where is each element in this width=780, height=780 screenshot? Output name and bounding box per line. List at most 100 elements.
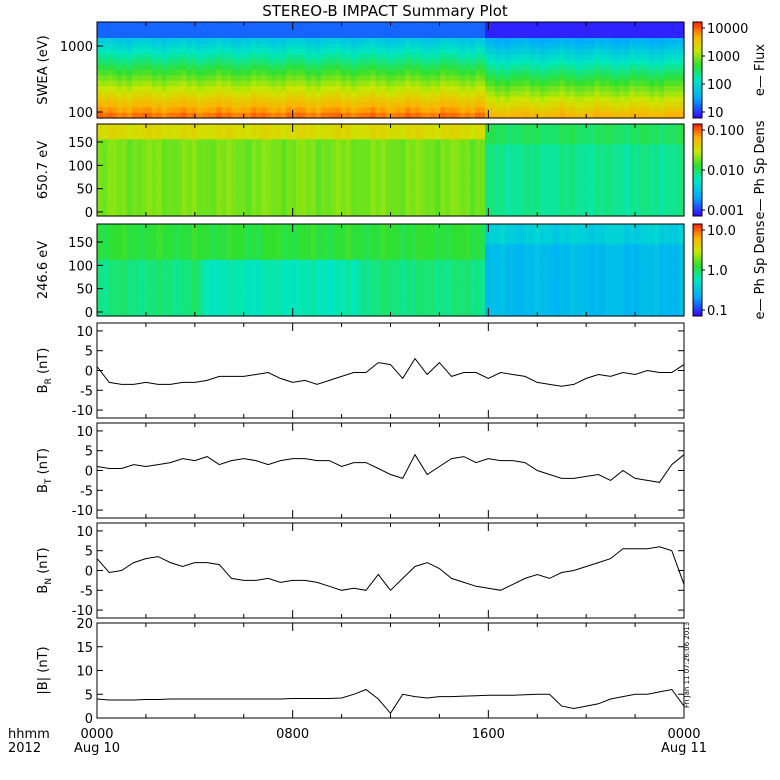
heatmap-cell: [136, 86, 143, 92]
heatmap-cell: [465, 210, 471, 217]
heatmap-cell: [141, 48, 148, 55]
heatmap-cell: [415, 200, 421, 207]
y-axis-label: 650.7 eV: [36, 141, 51, 199]
heatmap-cell: [241, 229, 247, 235]
heatmap-cell: [659, 124, 665, 130]
heatmap-cell: [390, 54, 397, 60]
heatmap-cell: [161, 249, 168, 256]
heatmap-cell: [241, 75, 247, 82]
heatmap-cell: [216, 280, 222, 286]
heatmap-cell: [266, 144, 272, 151]
heatmap-cell: [445, 91, 451, 98]
heatmap-cell: [460, 180, 466, 186]
heatmap-cell: [345, 129, 352, 135]
heatmap-cell: [425, 86, 431, 92]
heatmap-cell: [494, 64, 501, 71]
heatmap-cell: [310, 185, 317, 192]
heatmap-cell: [549, 80, 556, 87]
heatmap-cell: [410, 159, 416, 166]
heatmap-cell: [340, 149, 347, 156]
heatmap-cell: [181, 224, 188, 230]
heatmap-cell: [216, 244, 222, 251]
heatmap-cell: [494, 48, 501, 55]
heatmap-cell: [584, 139, 591, 146]
heatmap-cell: [674, 164, 680, 171]
heatmap-cell: [231, 264, 237, 271]
heatmap-cell: [291, 59, 297, 66]
heatmap-cell: [410, 164, 416, 171]
heatmap-cell: [445, 134, 451, 140]
heatmap-cell: [116, 239, 123, 246]
heatmap-cell: [499, 185, 506, 192]
heatmap-cell: [619, 124, 625, 130]
heatmap-cell: [186, 139, 193, 146]
heatmap-cell: [639, 144, 645, 151]
heatmap-cell: [450, 80, 456, 87]
heatmap-cell: [649, 144, 655, 151]
heatmap-cell: [106, 96, 113, 103]
heatmap-cell: [475, 38, 481, 44]
heatmap-cell: [181, 107, 188, 114]
heatmap-cell: [300, 91, 307, 98]
heatmap-cell: [669, 170, 675, 176]
heatmap-cell: [524, 54, 531, 60]
heatmap-cell: [674, 129, 680, 135]
heatmap-cell: [236, 38, 242, 44]
heatmap-cell: [450, 107, 456, 114]
heatmap-cell: [111, 285, 118, 292]
heatmap-cell: [206, 190, 213, 197]
heatmap-cell: [146, 190, 153, 197]
heatmap-cell: [415, 91, 421, 98]
heatmap-cell: [539, 200, 546, 207]
heatmap-cell: [519, 195, 526, 202]
heatmap-cell: [410, 195, 416, 202]
heatmap-cell: [425, 91, 431, 98]
heatmap-cell: [186, 185, 193, 192]
heatmap-cell: [400, 154, 407, 161]
heatmap-cell: [196, 210, 203, 217]
heatmap-cell: [216, 175, 222, 181]
heatmap-cell: [261, 91, 267, 98]
heatmap-cell: [380, 96, 387, 103]
heatmap-cell: [291, 91, 297, 98]
heatmap-cell: [634, 124, 640, 130]
heatmap-cell: [494, 139, 501, 146]
heatmap-cell: [489, 144, 496, 151]
heatmap-cell: [649, 195, 655, 202]
heatmap-cell: [400, 149, 407, 156]
heatmap-cell: [251, 43, 257, 50]
heatmap-cell: [455, 134, 461, 140]
heatmap-cell: [201, 149, 208, 156]
heatmap-cell: [136, 244, 143, 251]
heatmap-cell: [221, 48, 227, 55]
heatmap-cell: [171, 300, 178, 307]
heatmap-cell: [679, 91, 685, 98]
heatmap-cell: [271, 305, 277, 312]
heatmap-cell: [191, 70, 198, 76]
heatmap-cell: [614, 80, 620, 87]
heatmap-cell: [435, 170, 441, 176]
heatmap-cell: [315, 159, 322, 166]
heatmap-cell: [659, 195, 665, 202]
heatmap-cell: [480, 86, 486, 92]
heatmap-cell: [489, 75, 496, 82]
heatmap-cell: [619, 195, 625, 202]
heatmap-cell: [569, 129, 576, 135]
heatmap-cell: [589, 112, 596, 119]
heatmap-cell: [241, 185, 247, 192]
heatmap-cell: [345, 164, 352, 171]
heatmap-cell: [181, 254, 188, 261]
heatmap-cell: [345, 139, 352, 146]
heatmap-cell: [196, 195, 203, 202]
heatmap-cell: [97, 264, 103, 271]
heatmap-cell: [236, 54, 242, 60]
heatmap-cell: [425, 70, 431, 76]
heatmap-cell: [375, 107, 382, 114]
heatmap-cell: [470, 86, 476, 92]
heatmap-cell: [639, 43, 645, 50]
heatmap-cell: [624, 80, 630, 87]
heatmap-cell: [415, 149, 421, 156]
heatmap-cell: [420, 139, 426, 146]
heatmap-cell: [450, 54, 456, 60]
heatmap-cell: [330, 170, 337, 176]
